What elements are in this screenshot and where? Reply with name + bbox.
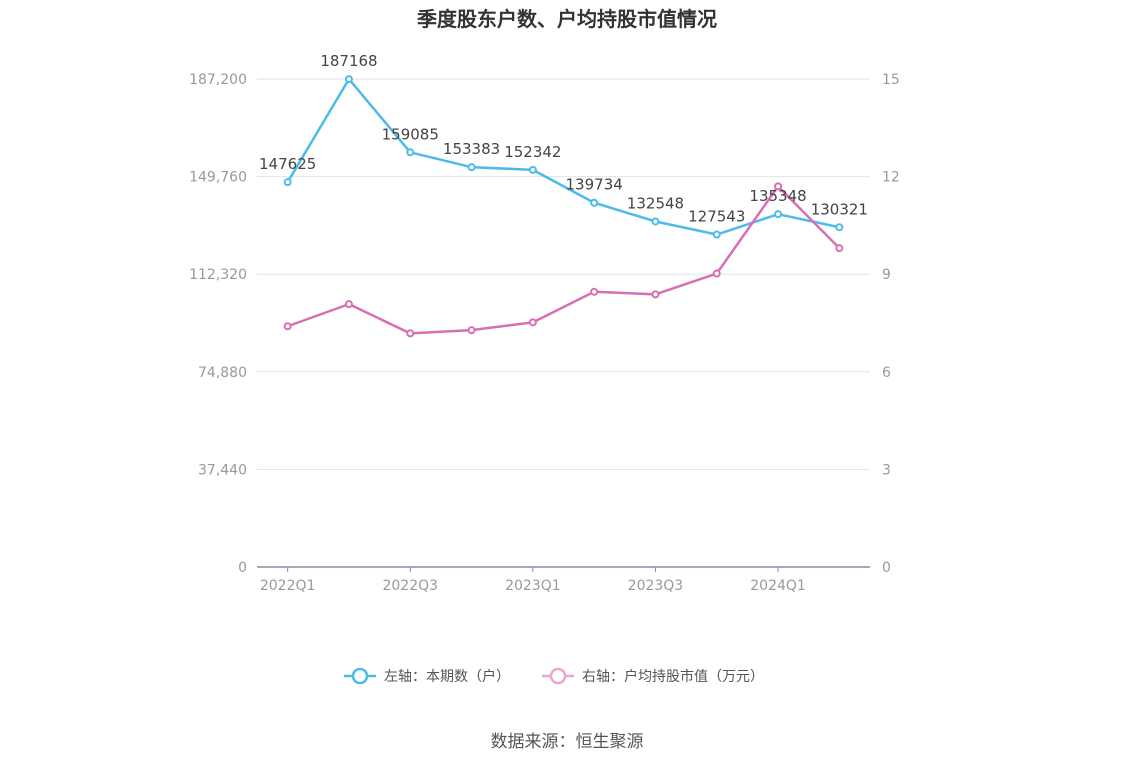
x-tick-label: 2024Q1 — [750, 578, 806, 594]
series-1-point — [528, 165, 537, 174]
y-right-tick-label: 15 — [882, 72, 900, 88]
data-label: 132548 — [627, 194, 684, 212]
series-2-point — [774, 182, 783, 191]
chart-title: 季度股东户数、户均持股市值情况 — [416, 7, 717, 31]
series-1-point — [467, 163, 476, 172]
series-1-point — [283, 178, 292, 187]
x-tick-label: 2022Q1 — [260, 578, 316, 594]
data-label: 153383 — [443, 140, 500, 158]
data-label: 187168 — [320, 52, 377, 70]
axes: 0 0 37,440 3 74,880 6 112,320 9 149,760 12 187,200… — [189, 72, 900, 594]
series-line-1 — [286, 77, 840, 236]
series-2-point — [528, 318, 537, 327]
x-tick-label: 2022Q3 — [382, 578, 438, 594]
series-2-point — [283, 322, 292, 331]
data-label: 130321 — [811, 200, 868, 218]
series-line-2 — [287, 185, 841, 335]
y-right-tick-label: 9 — [882, 267, 891, 283]
data-label: 135348 — [749, 187, 806, 205]
y-left-tick-label: 0 — [238, 560, 247, 576]
x-tick-label: 2023Q1 — [505, 578, 561, 594]
series-2-point — [590, 287, 599, 296]
y-right-tick-label: 3 — [882, 462, 891, 478]
series-layer — [283, 75, 844, 338]
y-right-tick-label: 12 — [882, 170, 900, 186]
data-label: 152342 — [504, 143, 561, 161]
series-1-point — [774, 210, 783, 219]
legend-marker-2 — [549, 667, 567, 685]
data-source: 数据来源：恒生聚源 — [491, 732, 644, 752]
y-right-tick-label: 6 — [882, 365, 891, 381]
legend-marker-1 — [351, 667, 369, 685]
series-2-point — [467, 326, 476, 335]
legend[interactable]: 左轴：本期数（户） 右轴：户均持股市值（万元） — [344, 667, 764, 685]
series-1-point — [590, 198, 599, 207]
series-1-point — [406, 148, 415, 157]
gridlines — [257, 78, 870, 470]
series-1-point — [712, 230, 721, 239]
series-2-point — [712, 269, 721, 278]
series-1-point — [835, 223, 844, 232]
data-label: 127543 — [688, 208, 745, 226]
data-label: 139734 — [566, 176, 623, 194]
series-2-point — [651, 290, 660, 299]
y-right-tick-label: 0 — [882, 560, 891, 576]
y-left-tick-label: 37,440 — [198, 462, 247, 478]
legend-label-1: 左轴：本期数（户） — [384, 668, 510, 685]
series-1-point — [651, 217, 660, 226]
data-label: 159085 — [382, 125, 439, 143]
y-left-tick-label: 149,760 — [189, 170, 247, 186]
legend-label-2: 右轴：户均持股市值（万元） — [582, 668, 764, 685]
series-2-point — [835, 244, 844, 253]
x-tick-label: 2023Q3 — [628, 578, 684, 594]
y-left-tick-label: 112,320 — [189, 267, 247, 283]
series-1-point — [344, 75, 353, 84]
series-2-point — [406, 329, 415, 338]
series-2-point — [344, 300, 353, 309]
y-left-tick-label: 74,880 — [198, 365, 247, 381]
data-label: 147625 — [259, 155, 316, 173]
y-left-tick-label: 187,200 — [189, 72, 247, 88]
